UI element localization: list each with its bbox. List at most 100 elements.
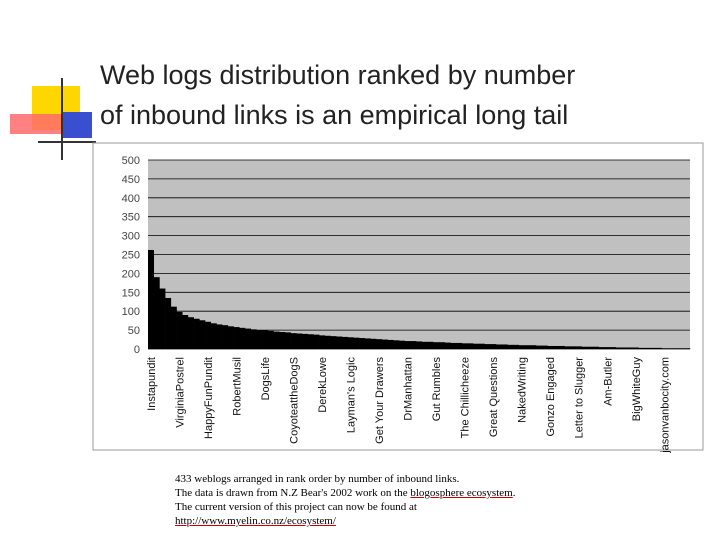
bar [193,318,200,349]
link[interactable]: blogosphere ecosystem [410,487,513,499]
bar [159,288,166,349]
bar [233,327,240,349]
bar [553,345,560,349]
bar [165,297,172,349]
x-tick-label: jasonvanbocity.com [659,357,671,454]
bar [187,317,194,349]
bar [210,323,217,349]
bar [290,333,297,349]
x-tick-label: DogsLife [260,357,272,400]
bar [438,342,445,349]
bar [244,328,251,349]
bar [501,344,508,349]
x-tick-label: BigWhiteGuy [631,357,643,422]
bar [148,249,155,349]
bar [547,345,554,349]
bar [632,347,639,349]
x-tick-label: DrManhattan [403,357,415,421]
bar [296,333,303,349]
x-tick-label: NakedWriting [517,357,529,423]
bar [319,335,326,349]
slide-title: Web logs distribution ranked by number [100,60,576,90]
bar [370,338,377,349]
bar [359,338,366,349]
bar [541,345,548,349]
bar [627,347,634,349]
bar [427,341,434,349]
bar [262,330,269,349]
bar [227,326,234,349]
bar [170,306,177,349]
bar [587,346,594,349]
x-tick-label: CoyoteattheDogS [288,357,300,444]
bar [650,347,657,349]
bar [575,346,582,349]
bar [153,277,160,349]
bar [661,348,668,349]
bar [461,343,468,349]
bar [484,344,491,349]
slide-title: of inbound links is an empirical long ta… [100,100,569,130]
bar [667,348,674,349]
x-tick-label: RobertMusil [231,357,243,416]
blue-square [62,112,92,138]
x-tick-label: Instapundit [146,357,158,411]
bar [399,340,406,349]
y-tick-label: 0 [134,344,140,356]
bar [450,342,457,349]
bar [524,345,531,349]
bar [376,339,383,349]
bar [176,311,183,349]
bar [387,339,394,349]
bar [324,335,331,349]
x-tick-label: Great Questions [488,357,500,438]
bar [513,344,520,349]
bar [273,331,280,349]
bar [593,346,600,349]
bar [364,338,371,349]
bar [393,340,400,349]
bar [456,342,463,349]
y-tick-label: 300 [122,231,140,243]
caption: 433 weblogs arranged in rank order by nu… [175,472,515,528]
link[interactable]: http://www.myelin.co.nz/ecosystem/ [175,515,336,527]
bar [638,347,645,349]
bar [307,334,314,349]
bar [558,345,565,349]
caption-line: The data is drawn from N.Z Bear's 2002 w… [175,486,515,500]
x-tick-label: DerekLowe [317,357,329,413]
bar [416,341,423,349]
bar [341,336,348,349]
bar [473,343,480,349]
bar [570,346,577,349]
bar [615,347,622,349]
x-tick-label: Layman's Logic [346,357,358,434]
bar [336,336,343,349]
bar [564,346,571,349]
bar [467,343,474,349]
y-tick-label: 150 [122,287,140,299]
y-tick-label: 250 [122,250,140,262]
x-tick-label: Gut Rumbles [431,357,443,422]
x-tick-label: Am-Butler [602,357,614,406]
bar [222,325,229,349]
bar [490,344,497,349]
bar [678,348,685,349]
bar [381,339,388,349]
bar [581,346,588,349]
y-tick-label: 350 [122,212,140,224]
caption-line: http://www.myelin.co.nz/ecosystem/ [175,514,515,528]
bar [302,333,309,349]
bar [507,344,514,349]
bar [644,347,651,349]
bar [496,344,503,349]
bar [444,342,451,349]
bar [216,324,223,349]
bar [267,330,274,349]
y-tick-label: 100 [122,306,140,318]
bar [621,347,628,349]
x-tick-label: Letter to Slugger [574,357,586,439]
